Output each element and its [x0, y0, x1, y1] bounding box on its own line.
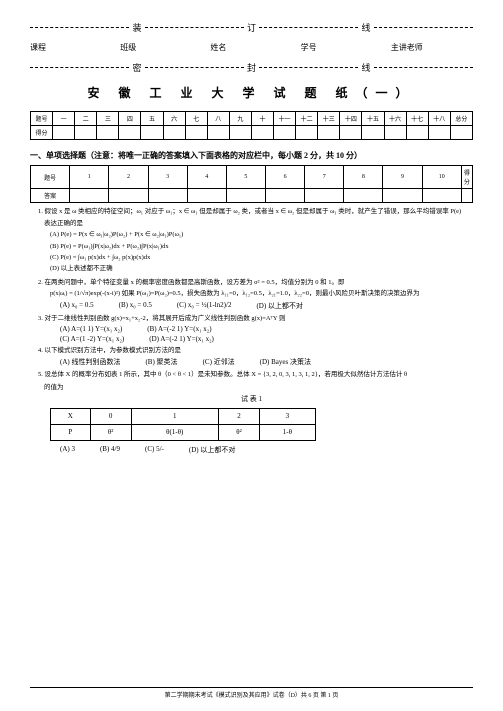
page-title: 安 徽 工 业 大 学 试 题 纸（一） — [30, 84, 473, 101]
label-teacher: 主讲老师 — [391, 42, 473, 53]
q2-formula: p(x|ωᵢ) = (1/√π)exp(-(x-i)²) 如果 P(ω₁)=P(… — [50, 289, 473, 299]
q3-opt-b: (B) A=(-2 1) Y=(x₁ x₂) — [147, 325, 211, 333]
q5-options: (A) 3 (B) 4/9 (C) 5/- (D) 以上都不对 — [60, 445, 473, 455]
q1-opt-b: (B) P(e) = P(ω₁)∫P(x|ω₂)dx + P(ω₂)∫P(x|ω… — [50, 242, 473, 252]
q2-opt-a: (A) x₀ = 0.5 — [60, 301, 94, 311]
q2-opt-d: (D) 以上都不对 — [256, 301, 302, 311]
question-3: 3. 对于二维线性判别函数 g(x)=x₁+x₂-2，将其展开后成为广义线性判别… — [38, 314, 473, 323]
q1-opt-c: (C) P(e) = ∫ω₁ p(x)dx + ∫ω₂ p(x)p(x)dx — [50, 253, 473, 263]
q3-opt-a: (A) A=(1 1) Y=(x₁ x₂) — [60, 325, 122, 333]
q4-opt-b: (B) 聚类法 — [145, 357, 177, 367]
q4-opt-d: (D) Bayes 决策法 — [260, 357, 311, 367]
q1-opt-d: (D) 以上表述都不正确 — [50, 264, 473, 274]
question-5: 5. 设总体 X 的概率分布如表 1 所示，其中 θ（0 < θ < 1）是未知… — [38, 370, 473, 379]
q3-opt-d: (D) A=(-2 1) Y=(x₁ x₂) — [149, 335, 214, 343]
distribution-table: X0123 Pθ²θ(1-θ)θ²1-θ — [50, 408, 316, 441]
q1-options: (A) P(e) = P(x ∈ ω₁|ω₂)P(ω₂) + P(x ∈ ω₂|… — [50, 230, 473, 275]
label-id: 学号 — [301, 42, 383, 53]
q5-opt-a: (A) 3 — [60, 445, 75, 455]
seal-line: 密 封 线 — [30, 61, 473, 74]
answer-table: 题号12345678910得分 答案 — [30, 165, 473, 203]
q2-opt-b: (B) x₀ = 0.5 — [119, 301, 152, 311]
question-1: 1. 假设 x 是 ω 类相应的特征空间；ω₁ 对应于 ω₁；x ∈ ω₁ 但是… — [38, 207, 473, 216]
table-caption: 试 表 1 — [30, 394, 473, 404]
q3-options-2: (C) A=(1 -2) Y=(x₁ x₂) (D) A=(-2 1) Y=(x… — [60, 335, 473, 343]
question-1-cont: 表达正确的是 — [44, 219, 473, 228]
question-5-cont: 的值为 — [44, 383, 473, 392]
question-2: 2. 在两类问题中，单个特征变量 x 的概率密度函数都是高斯函数，设方差为 σ²… — [38, 278, 473, 287]
q2-options: (A) x₀ = 0.5 (B) x₀ = 0.5 (C) x₀ = ½(1-l… — [60, 301, 473, 311]
score-table: 题号一二三四五六七八九十十一十二十三十四十五十六十七十八总分 得分 — [30, 111, 473, 140]
page-footer: 第二学期期末考试《模式识别及其应用》试卷（D）共 6 页 第 1 页 — [30, 687, 473, 699]
q5-opt-c: (C) 5/- — [145, 445, 164, 455]
info-row: 课程 班级 姓名 学号 主讲老师 — [30, 42, 473, 53]
section-1-title: 一、单项选择题（注意：将唯一正确的答案填入下面表格的对应栏中，每小题 2 分，共… — [30, 150, 473, 161]
q4-opt-a: (A) 线性判别函数法 — [60, 357, 120, 367]
q3-opt-c: (C) A=(1 -2) Y=(x₁ x₂) — [60, 335, 124, 343]
q3-options-1: (A) A=(1 1) Y=(x₁ x₂) (B) A=(-2 1) Y=(x₁… — [60, 325, 473, 333]
q5-opt-d: (D) 以上都不对 — [189, 445, 235, 455]
label-course: 课程 — [30, 42, 112, 53]
binding-line-1: 装 订 线 — [30, 21, 473, 34]
q4-opt-c: (C) 近邻法 — [203, 357, 235, 367]
question-4: 4. 以下模式识别方法中，为参数模式识别方法的是 — [38, 346, 473, 355]
q1-opt-a: (A) P(e) = P(x ∈ ω₁|ω₂)P(ω₂) + P(x ∈ ω₂|… — [50, 230, 473, 240]
label-name: 姓名 — [210, 42, 292, 53]
q2-opt-c: (C) x₀ = ½(1-ln2)/2 — [177, 301, 232, 311]
label-class: 班级 — [120, 42, 202, 53]
q5-opt-b: (B) 4/9 — [100, 445, 120, 455]
q4-options: (A) 线性判别函数法 (B) 聚类法 (C) 近邻法 (D) Bayes 决策… — [60, 357, 473, 367]
